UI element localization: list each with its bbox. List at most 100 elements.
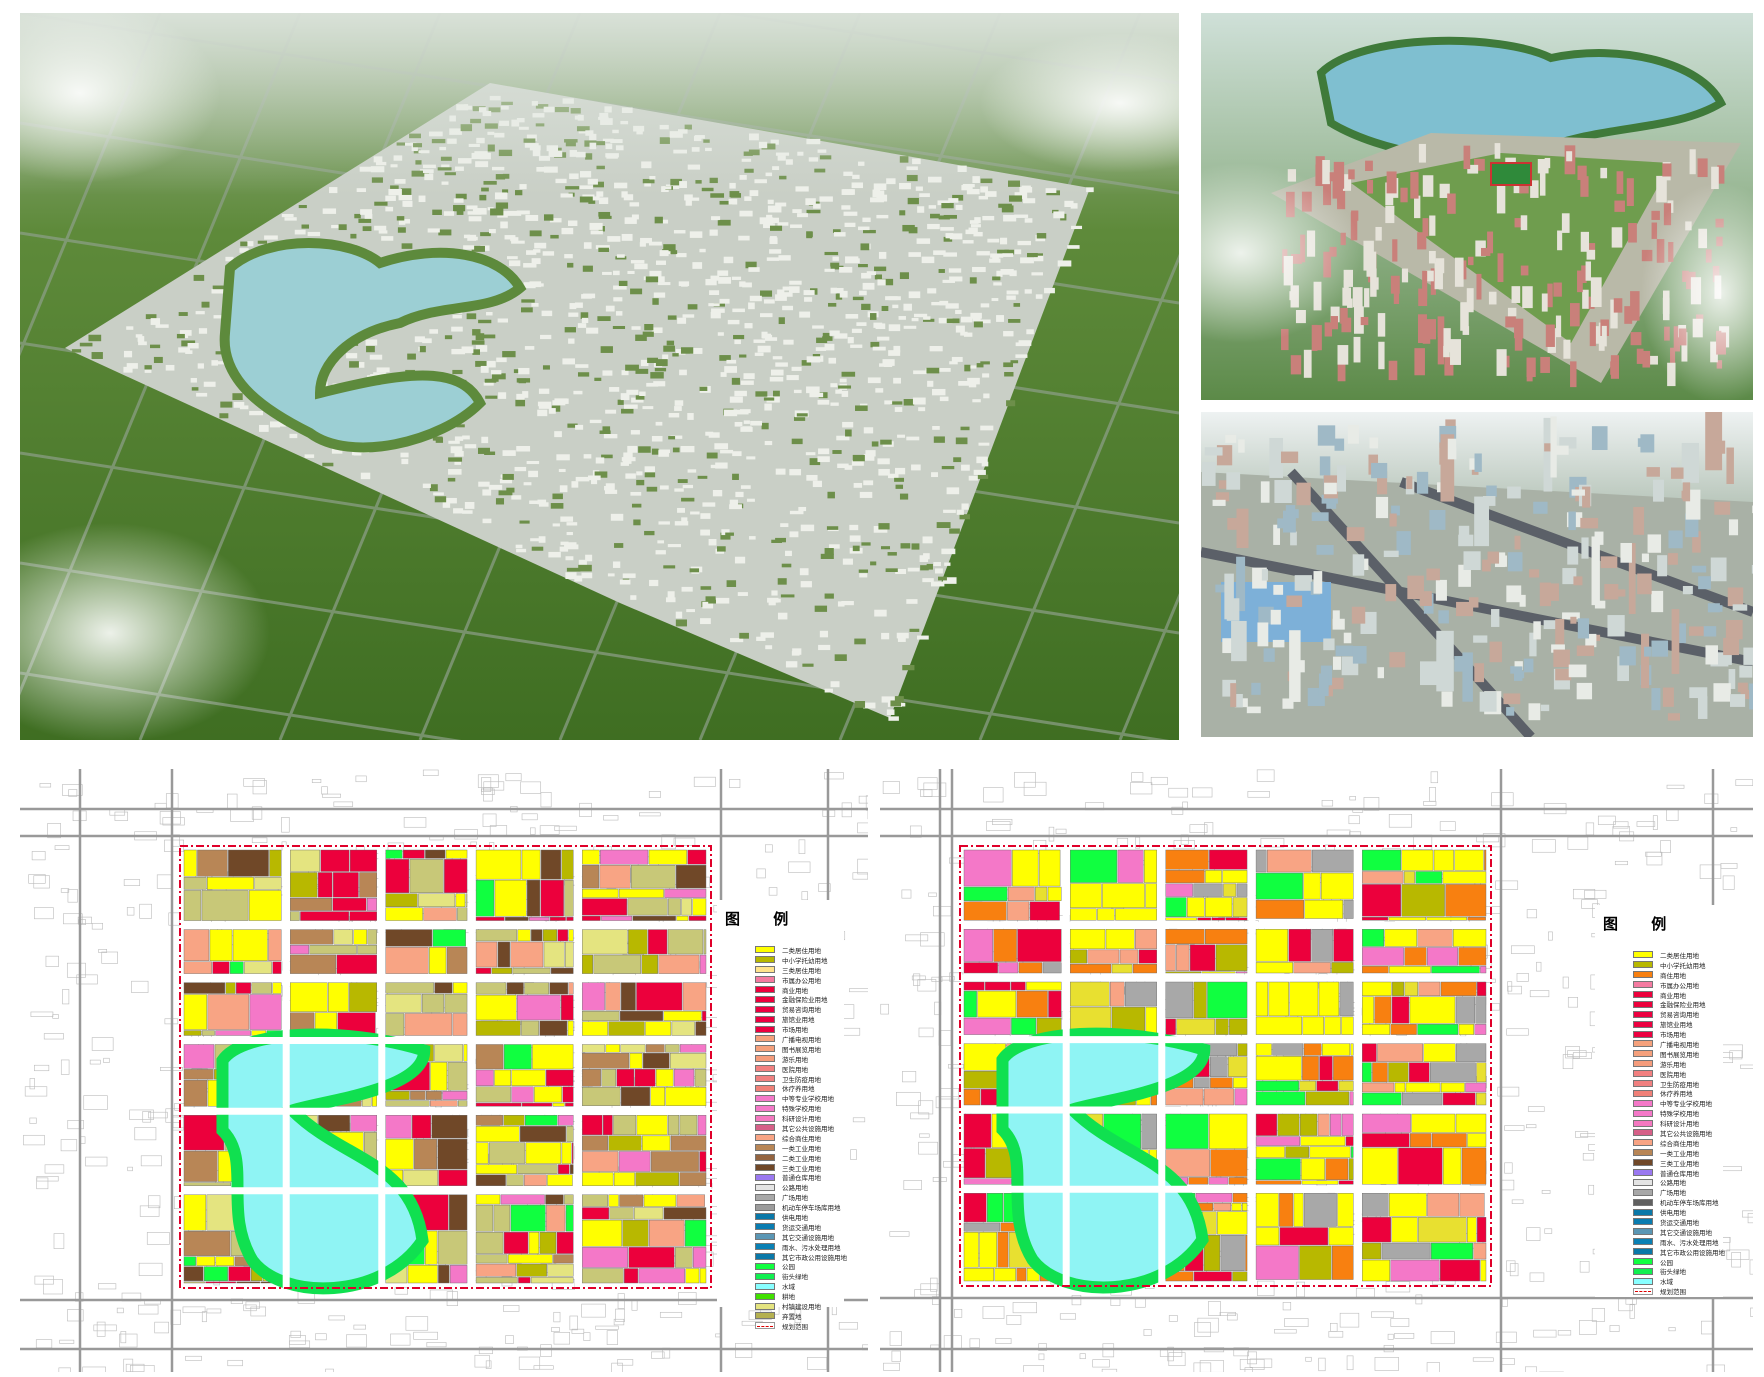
parcel xyxy=(963,1222,1001,1232)
legend-item: 市属办公用地 xyxy=(755,975,836,985)
building xyxy=(1653,479,1664,502)
parcel xyxy=(1303,872,1321,900)
parcel xyxy=(524,1174,547,1186)
parcel xyxy=(1322,1043,1351,1056)
parcel xyxy=(1205,928,1248,945)
legend-item: 公园 xyxy=(1633,1257,1715,1267)
parcel xyxy=(475,1174,506,1186)
parcel xyxy=(1456,1043,1487,1062)
parcel xyxy=(963,990,977,1018)
legend-swatch xyxy=(755,1173,775,1181)
parcel xyxy=(977,990,1017,1018)
building xyxy=(1280,451,1299,464)
parcel xyxy=(183,1194,207,1231)
building xyxy=(1316,544,1334,555)
parcel xyxy=(444,859,468,893)
legend-item: 市场用地 xyxy=(1633,1029,1715,1039)
building xyxy=(1585,261,1591,281)
building xyxy=(1537,158,1549,174)
building xyxy=(1238,439,1245,453)
building xyxy=(1348,169,1355,180)
parcel xyxy=(1433,849,1454,871)
parcel xyxy=(682,982,707,1011)
parcel xyxy=(1459,1193,1485,1217)
parcel xyxy=(658,954,700,974)
building xyxy=(1613,298,1623,313)
building xyxy=(1343,632,1352,644)
building xyxy=(1441,691,1453,707)
building xyxy=(1619,646,1636,666)
parcel xyxy=(547,1263,574,1277)
parcel xyxy=(1305,1091,1350,1106)
building xyxy=(1369,437,1379,449)
parcel xyxy=(663,1207,707,1220)
parcel xyxy=(650,1151,699,1172)
legend-swatch xyxy=(1633,991,1653,998)
building xyxy=(1386,171,1397,194)
parcel xyxy=(567,1020,574,1036)
legend-label: 休疗养用地 xyxy=(782,1085,815,1094)
legend-item: 中等专业学校用地 xyxy=(755,1093,836,1103)
legend-swatch xyxy=(755,1055,775,1063)
parcel xyxy=(549,916,566,921)
legend-item: 公园 xyxy=(755,1262,836,1271)
parcel xyxy=(540,849,561,880)
parcel xyxy=(619,1011,663,1021)
parcel xyxy=(1117,849,1144,883)
legend-item: 医院用地 xyxy=(755,1064,836,1074)
aerial-render-city-with-lake-icon xyxy=(20,13,1179,740)
legend-swatch xyxy=(755,1282,775,1290)
parcel xyxy=(475,1263,517,1277)
building xyxy=(1313,571,1323,594)
legend-item: 弃置地 xyxy=(755,1311,836,1321)
parcel xyxy=(349,911,377,921)
parcel xyxy=(1467,1133,1487,1148)
building xyxy=(1322,159,1330,185)
parcel xyxy=(517,994,561,1021)
legend-label: 三类工业用地 xyxy=(782,1164,821,1173)
parcel xyxy=(1197,917,1211,921)
parcel xyxy=(357,945,377,955)
aerial-residential-lakeside xyxy=(1201,13,1753,400)
parcel xyxy=(605,982,621,1011)
parcel xyxy=(1332,1245,1354,1280)
building xyxy=(1329,172,1340,182)
legend-label: 街头绿地 xyxy=(782,1273,808,1282)
parcel xyxy=(412,1115,432,1139)
parcel xyxy=(616,1069,635,1087)
parcel xyxy=(229,961,244,974)
building xyxy=(1226,472,1241,490)
building xyxy=(1468,597,1479,608)
parcel xyxy=(530,1277,574,1284)
planning-boundary xyxy=(959,845,1492,1287)
legend-swatch xyxy=(755,1193,775,1201)
parcel xyxy=(1018,962,1043,974)
building xyxy=(1370,268,1377,297)
parcel xyxy=(332,872,359,898)
parcel xyxy=(1418,981,1441,996)
building xyxy=(1617,656,1629,682)
parcel xyxy=(608,1135,642,1151)
parcel xyxy=(1069,928,1106,950)
parcel xyxy=(510,1204,546,1232)
legend-label: 图书展览用地 xyxy=(782,1045,821,1054)
parcel xyxy=(475,929,518,942)
building xyxy=(1514,318,1524,339)
parcel xyxy=(1245,1235,1248,1271)
parcel xyxy=(404,1013,453,1036)
legend-label: 耕地 xyxy=(782,1293,795,1302)
legend-swatch xyxy=(755,1114,775,1122)
parcel xyxy=(407,1265,438,1284)
parcel xyxy=(963,1268,994,1282)
parcel xyxy=(1477,981,1487,996)
building xyxy=(1561,213,1570,233)
building xyxy=(1401,268,1409,283)
legend-item: 特殊学校用地 xyxy=(755,1103,836,1113)
legend-swatch xyxy=(755,976,775,984)
parcel xyxy=(1069,849,1118,883)
building xyxy=(1454,656,1467,672)
parcel xyxy=(1233,1077,1248,1089)
building xyxy=(1668,530,1683,549)
building xyxy=(1317,425,1336,446)
building xyxy=(1273,524,1281,545)
